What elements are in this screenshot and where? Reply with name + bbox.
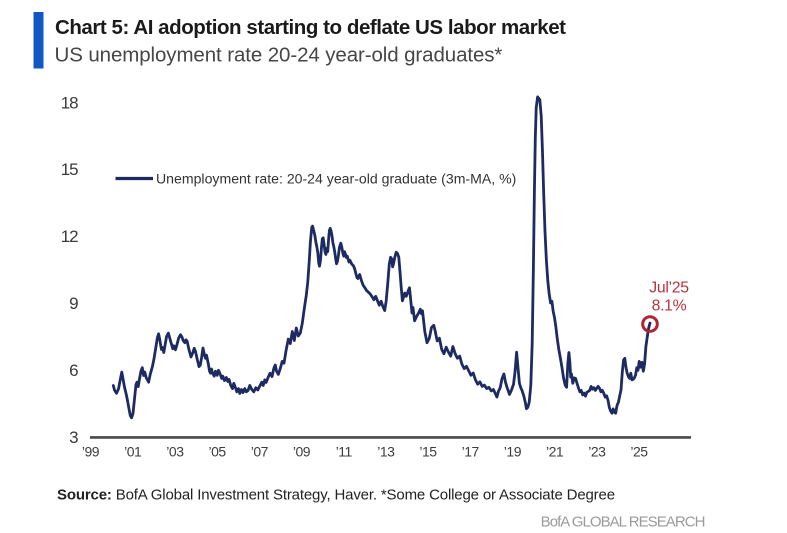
svg-text:’13: ’13 bbox=[377, 444, 395, 460]
svg-text:12: 12 bbox=[61, 227, 78, 246]
svg-text:8.1%: 8.1% bbox=[652, 298, 687, 315]
svg-text:’99: ’99 bbox=[82, 444, 100, 460]
svg-text:3: 3 bbox=[69, 428, 78, 447]
svg-text:’25: ’25 bbox=[630, 444, 648, 460]
svg-text:’01: ’01 bbox=[124, 444, 142, 460]
svg-text:’21: ’21 bbox=[546, 444, 564, 460]
svg-text:18: 18 bbox=[61, 93, 78, 112]
svg-text:’03: ’03 bbox=[166, 444, 184, 460]
svg-text:’19: ’19 bbox=[504, 444, 522, 460]
svg-text:’15: ’15 bbox=[419, 444, 437, 460]
svg-text:Chart 5: AI adoption starting: Chart 5: AI adoption starting to deflate… bbox=[55, 16, 566, 39]
svg-text:’09: ’09 bbox=[293, 444, 311, 460]
svg-text:’11: ’11 bbox=[336, 444, 353, 460]
svg-text:’07: ’07 bbox=[251, 444, 269, 460]
svg-text:9: 9 bbox=[69, 294, 78, 313]
svg-text:’17: ’17 bbox=[462, 444, 480, 460]
svg-text:BofA GLOBAL RESEARCH: BofA GLOBAL RESEARCH bbox=[541, 514, 705, 531]
svg-text:15: 15 bbox=[61, 160, 78, 179]
svg-text:’05: ’05 bbox=[209, 444, 227, 460]
svg-text:6: 6 bbox=[69, 361, 78, 380]
svg-text:Unemployment rate: 20-24 year-: Unemployment rate: 20-24 year-old gradua… bbox=[156, 170, 516, 186]
svg-text:Jul’25: Jul’25 bbox=[649, 279, 689, 296]
svg-text:’23: ’23 bbox=[588, 444, 606, 460]
svg-text:Source: BofA Global Investment: Source: BofA Global Investment Strategy,… bbox=[57, 487, 615, 504]
svg-text:US unemployment rate 20-24 yea: US unemployment rate 20-24 year-old grad… bbox=[55, 44, 503, 67]
